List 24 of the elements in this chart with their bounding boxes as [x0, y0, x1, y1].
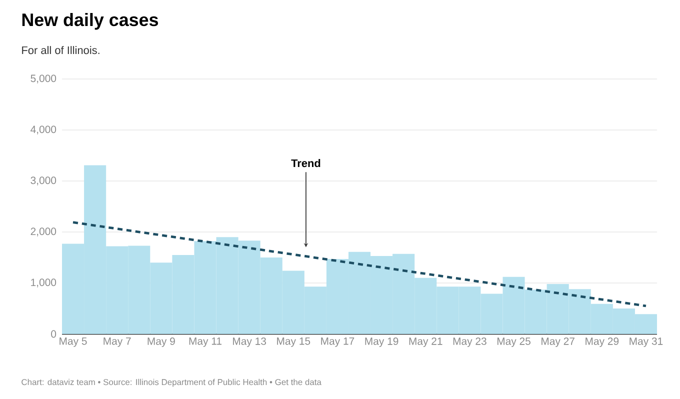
chart-subtitle: For all of Illinois. — [22, 46, 100, 54]
x-tick-label: May 13 — [233, 338, 266, 347]
y-tick-label: 0 — [51, 330, 56, 338]
x-tick-label: May 11 — [189, 338, 222, 347]
x-tick-label: May 19 — [365, 338, 398, 347]
y-tick-label: 3,000 — [30, 176, 56, 186]
x-tick-label: May 25 — [497, 338, 530, 347]
y-tick-label: 4,000 — [30, 126, 56, 134]
y-tick-label: 5,000 — [30, 74, 56, 84]
x-tick-label: May 15 — [277, 338, 310, 347]
x-tick-label: May 21 — [409, 338, 442, 347]
y-tick-label: 1,000 — [31, 278, 56, 288]
chart-title: New daily cases — [22, 12, 158, 30]
annotation: Trend — [291, 159, 320, 168]
x-tick-label: May 7 — [104, 338, 131, 347]
x-tick-label: May 9 — [148, 338, 175, 347]
y-tick-label: 2,000 — [30, 228, 56, 236]
x-tick-label: May 27 — [542, 338, 574, 347]
x-tick-label: May 17 — [321, 338, 354, 347]
x-tick-label: May 29 — [586, 338, 619, 347]
x-tick-label: May 5 — [60, 338, 87, 347]
text: Chart: dataviz team • Source: Illinois Department of Public Health • Get the data — [22, 378, 322, 387]
x-tick-label: May 31 — [630, 338, 663, 347]
x-tick-label: May 23 — [453, 338, 486, 347]
